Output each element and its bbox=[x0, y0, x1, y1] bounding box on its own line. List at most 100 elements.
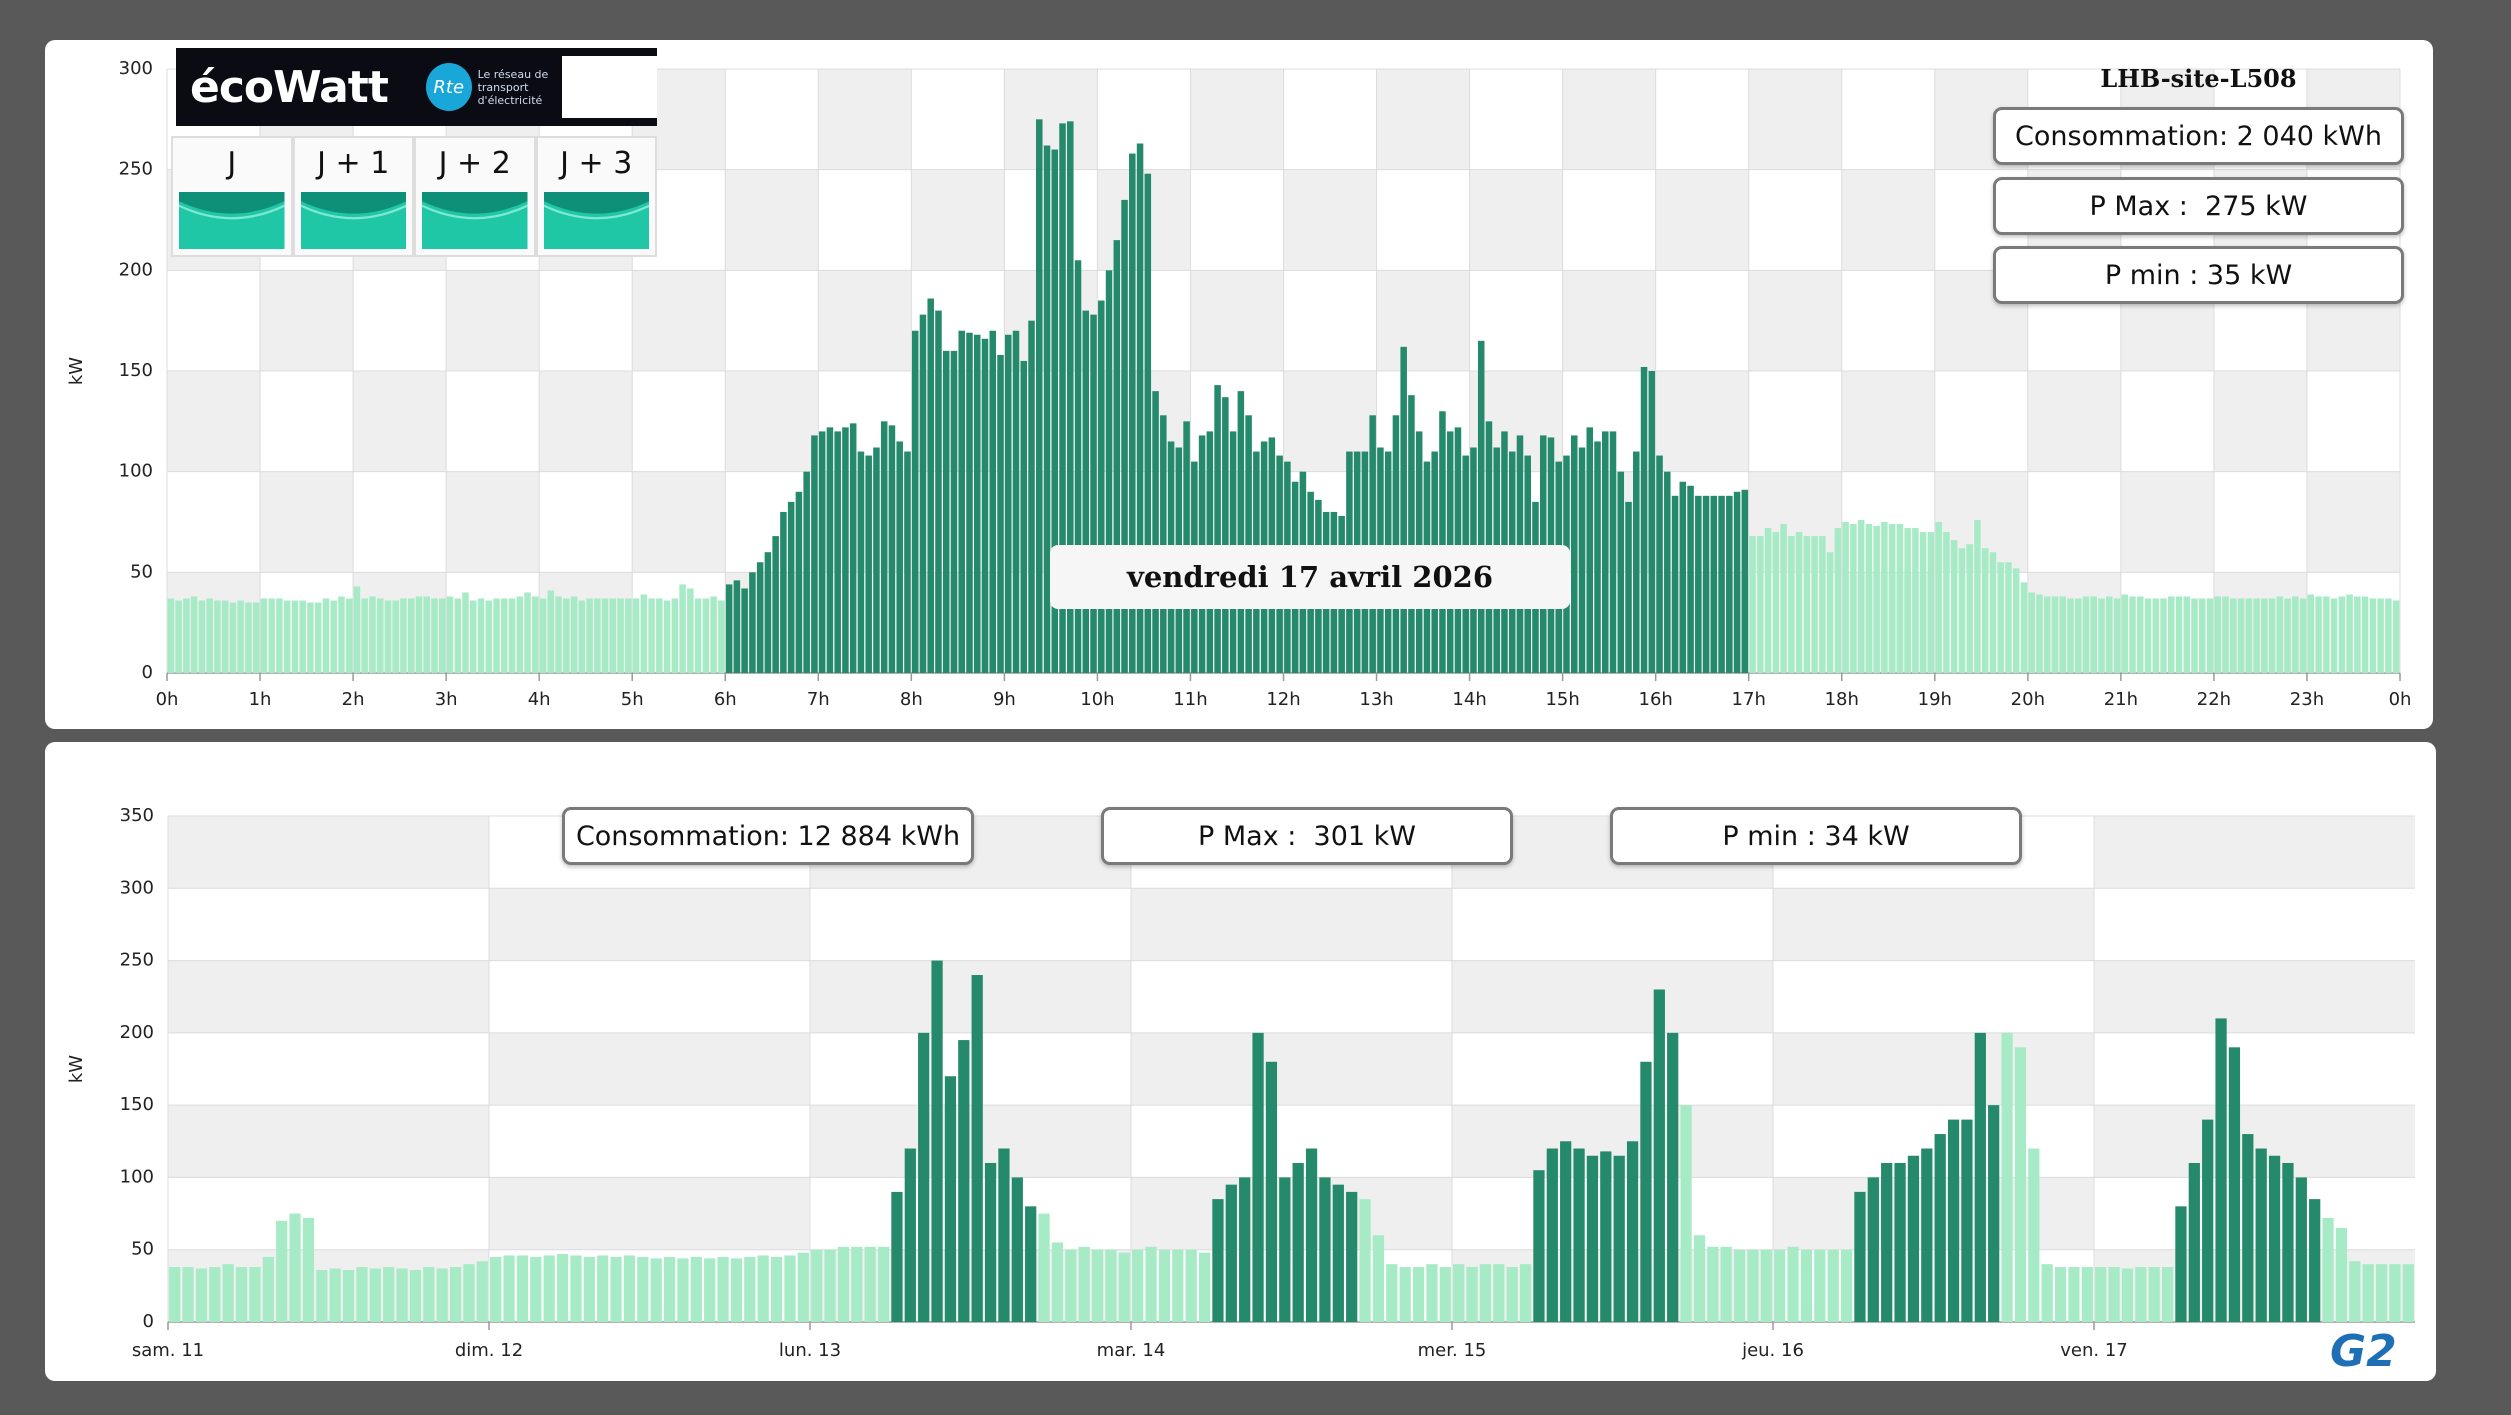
x-tick-label: dim. 12 bbox=[455, 1340, 523, 1361]
bar bbox=[1594, 441, 1601, 673]
bar bbox=[1671, 495, 1679, 673]
bar bbox=[1573, 1148, 1585, 1322]
bar bbox=[1921, 1148, 1933, 1322]
bar bbox=[190, 596, 198, 673]
bar bbox=[262, 1256, 274, 1322]
bar bbox=[919, 314, 927, 673]
bar bbox=[702, 598, 710, 673]
bar bbox=[1974, 1032, 1986, 1322]
bar bbox=[376, 598, 384, 673]
plot-cell bbox=[818, 270, 912, 371]
bar bbox=[2014, 1047, 2027, 1322]
day-label: J bbox=[227, 145, 237, 181]
bar bbox=[1439, 411, 1446, 673]
bar bbox=[1586, 427, 1594, 673]
bar bbox=[704, 1258, 716, 1322]
bar bbox=[2215, 1018, 2227, 1322]
bar bbox=[1560, 1141, 1572, 1322]
bar bbox=[851, 1246, 863, 1322]
bar bbox=[314, 602, 322, 673]
bar bbox=[2113, 598, 2121, 673]
bar bbox=[167, 598, 175, 673]
bar bbox=[307, 602, 314, 673]
bar bbox=[663, 1256, 676, 1322]
bar bbox=[396, 1268, 408, 1322]
bar bbox=[1011, 1177, 1023, 1322]
plot-cell bbox=[1004, 69, 1098, 170]
bar bbox=[1850, 524, 1857, 673]
bar bbox=[944, 1076, 957, 1322]
bar bbox=[570, 596, 578, 673]
bar bbox=[1359, 1199, 1371, 1322]
x-tick-label: 23h bbox=[2290, 689, 2324, 710]
bar bbox=[927, 298, 934, 673]
bar bbox=[770, 1256, 783, 1322]
bar bbox=[462, 592, 469, 673]
bar bbox=[864, 1246, 876, 1322]
bar bbox=[1881, 522, 1888, 673]
bar bbox=[1819, 536, 1826, 673]
x-tick-label: 12h bbox=[1266, 689, 1300, 710]
x-tick-label: 4h bbox=[528, 689, 551, 710]
bar bbox=[1707, 1246, 1719, 1322]
bar bbox=[625, 598, 632, 673]
bar bbox=[392, 600, 399, 673]
bar bbox=[1105, 1249, 1117, 1322]
bar bbox=[757, 1255, 769, 1322]
bar bbox=[1237, 391, 1245, 673]
week-pmin: P min : 34 kW bbox=[1610, 807, 2022, 865]
plot-cell bbox=[168, 1249, 489, 1322]
bar bbox=[1919, 532, 1927, 673]
bar bbox=[2108, 1267, 2120, 1322]
bar bbox=[2081, 1267, 2093, 1322]
bar bbox=[1479, 1264, 1492, 1322]
bar bbox=[2020, 582, 2028, 673]
plot-cell bbox=[1131, 1177, 1452, 1250]
plot-cell bbox=[725, 572, 819, 673]
bar bbox=[2402, 1264, 2414, 1322]
bar bbox=[849, 423, 857, 673]
x-tick-label: 8h bbox=[900, 689, 923, 710]
bar bbox=[904, 1148, 916, 1322]
bar bbox=[532, 596, 539, 673]
bar bbox=[183, 598, 190, 673]
bar bbox=[997, 354, 1004, 673]
plot-cell bbox=[2306, 471, 2400, 573]
bar bbox=[169, 1267, 181, 1322]
bar bbox=[617, 598, 624, 673]
bar bbox=[2051, 596, 2059, 673]
plot-cell bbox=[1469, 169, 1563, 271]
bar bbox=[1292, 1162, 1304, 1322]
y-tick-label: 150 bbox=[119, 360, 153, 381]
bar bbox=[865, 455, 872, 673]
bar bbox=[2295, 1177, 2307, 1322]
bar bbox=[431, 598, 438, 673]
bar bbox=[2214, 596, 2222, 673]
bar bbox=[423, 1267, 435, 1322]
bar bbox=[687, 588, 694, 673]
bar bbox=[1787, 1246, 1799, 1322]
plot-cell bbox=[1934, 471, 2028, 573]
bar bbox=[1506, 1267, 1518, 1322]
plot-cell bbox=[1131, 888, 1452, 961]
bar bbox=[2389, 1264, 2401, 1322]
bar bbox=[2284, 598, 2291, 673]
plot-cell bbox=[1748, 69, 1842, 170]
bar bbox=[2129, 596, 2136, 673]
plot-cell bbox=[632, 270, 726, 371]
day-cell: J + 3 bbox=[537, 138, 655, 255]
x-tick-label: 22h bbox=[2197, 689, 2231, 710]
bar bbox=[918, 1032, 930, 1322]
bar bbox=[2335, 1228, 2348, 1322]
bar bbox=[316, 1269, 328, 1322]
bar bbox=[214, 600, 221, 673]
bar bbox=[1121, 199, 1128, 673]
bar bbox=[2098, 598, 2105, 673]
plot-cell bbox=[1452, 960, 1773, 1033]
bar bbox=[1733, 1249, 1746, 1322]
bar bbox=[2323, 596, 2330, 673]
bar bbox=[1961, 1119, 1973, 1322]
bar bbox=[824, 1249, 836, 1322]
plot-cell bbox=[1190, 69, 1284, 170]
